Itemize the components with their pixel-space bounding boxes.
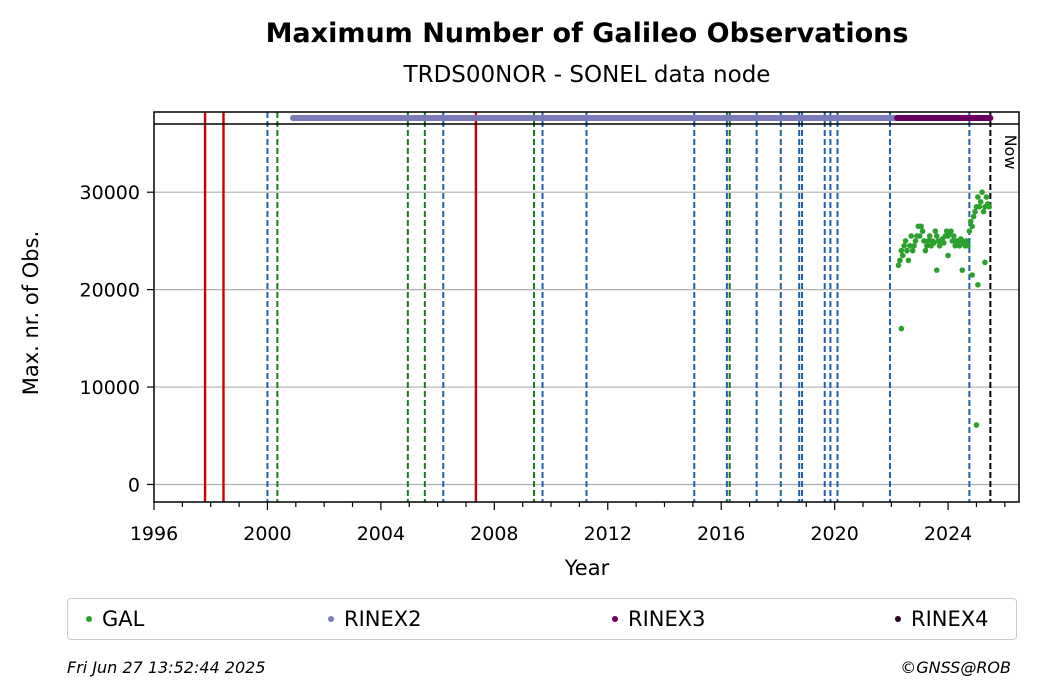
gal-point	[976, 204, 983, 210]
x-tick-label: 2016	[697, 523, 745, 545]
y-tick-label: 20000	[80, 280, 140, 302]
y-tick-label: 30000	[80, 182, 140, 204]
gal-point	[965, 242, 971, 249]
x-tick-label: 1996	[130, 523, 178, 545]
legend-marker	[328, 616, 334, 622]
legend-item-rinex2: RINEX2	[328, 599, 422, 639]
legend-item-rinex3: RINEX3	[612, 599, 706, 639]
x-tick-label: 2024	[924, 523, 972, 545]
gal-point	[969, 272, 976, 278]
gal-point	[980, 208, 987, 215]
legend-label: RINEX2	[344, 607, 422, 631]
x-tick-label: 2004	[357, 523, 405, 545]
gal-point	[936, 242, 943, 249]
y-ticks: 0 10000 20000 30000	[80, 182, 154, 496]
gal-points	[895, 189, 993, 428]
gal-point	[898, 325, 905, 332]
gal-point	[977, 199, 984, 205]
y-tick-label: 0	[128, 474, 140, 496]
axes	[153, 111, 1020, 503]
x-tick-label: 2012	[584, 523, 632, 545]
gal-point	[949, 238, 956, 244]
gal-point	[905, 257, 912, 264]
gal-point	[979, 189, 985, 195]
gal-point	[941, 240, 947, 246]
gal-point	[897, 257, 903, 264]
gal-point	[973, 422, 980, 428]
gal-point	[925, 238, 932, 244]
gal-point	[975, 194, 981, 200]
footer-credit: ©GNSS@ROB	[900, 658, 1011, 677]
gal-point	[982, 259, 988, 266]
gal-point	[945, 252, 951, 259]
legend: GAL RINEX2 RINEX3 RINEX4	[67, 598, 1017, 640]
gal-point	[908, 233, 915, 239]
footer-timestamp: Fri Jun 27 13:52:44 2025	[67, 658, 266, 677]
gal-point	[907, 242, 913, 249]
chart-subtitle: TRDS00NOR - SONEL data node	[403, 62, 771, 88]
x-tick-label: 2020	[810, 523, 858, 545]
gal-point	[983, 194, 990, 200]
gal-point	[902, 238, 909, 244]
gal-point	[924, 242, 930, 249]
legend-marker	[86, 616, 92, 622]
gal-point	[909, 247, 916, 254]
gal-point	[950, 233, 957, 239]
gal-point	[933, 233, 940, 239]
y-axis-label: Max. nr. of Obs.	[19, 231, 43, 396]
gal-point	[933, 267, 940, 273]
gal-point	[966, 228, 973, 234]
gal-point	[948, 228, 954, 234]
gal-point	[931, 240, 937, 246]
gal-point	[898, 247, 905, 254]
x-axis-label: Year	[564, 556, 610, 580]
plot-frame	[153, 111, 1020, 503]
gal-point	[912, 238, 919, 244]
gal-point	[959, 267, 966, 273]
gal-point	[921, 238, 927, 244]
gal-point	[899, 252, 906, 259]
gal-point	[969, 223, 976, 230]
gal-point	[975, 281, 981, 288]
gal-point	[918, 223, 924, 230]
gal-point	[986, 204, 993, 210]
y-tick-label: 10000	[80, 377, 140, 399]
legend-label: RINEX3	[628, 607, 706, 631]
gal-point	[926, 233, 933, 239]
event-lines	[203, 112, 992, 502]
legend-label: RINEX4	[911, 607, 989, 631]
now-label: Now	[1001, 135, 1020, 170]
gal-point	[967, 218, 974, 225]
gal-point	[916, 233, 923, 239]
legend-label: GAL	[102, 607, 145, 631]
legend-item-rinex4: RINEX4	[895, 599, 989, 639]
x-ticks: 1996 2000 2004 2008 2012 2016 2020 2024	[130, 502, 1006, 545]
gal-point	[904, 247, 910, 254]
x-tick-label: 2008	[470, 523, 518, 545]
gal-point	[911, 242, 917, 249]
gal-point	[919, 228, 926, 234]
gal-point	[963, 238, 970, 244]
gal-point	[972, 208, 978, 215]
legend-marker	[895, 616, 901, 622]
gal-point	[901, 242, 907, 249]
x-tick-label: 2000	[243, 523, 291, 545]
gal-point	[922, 247, 929, 254]
legend-marker	[612, 616, 618, 622]
gal-point	[956, 242, 963, 249]
gal-point	[932, 228, 939, 234]
chart-title: Maximum Number of Galileo Observations	[266, 18, 909, 49]
legend-item-gal: GAL	[86, 599, 144, 639]
gal-point	[970, 213, 977, 220]
gal-point	[895, 262, 902, 269]
